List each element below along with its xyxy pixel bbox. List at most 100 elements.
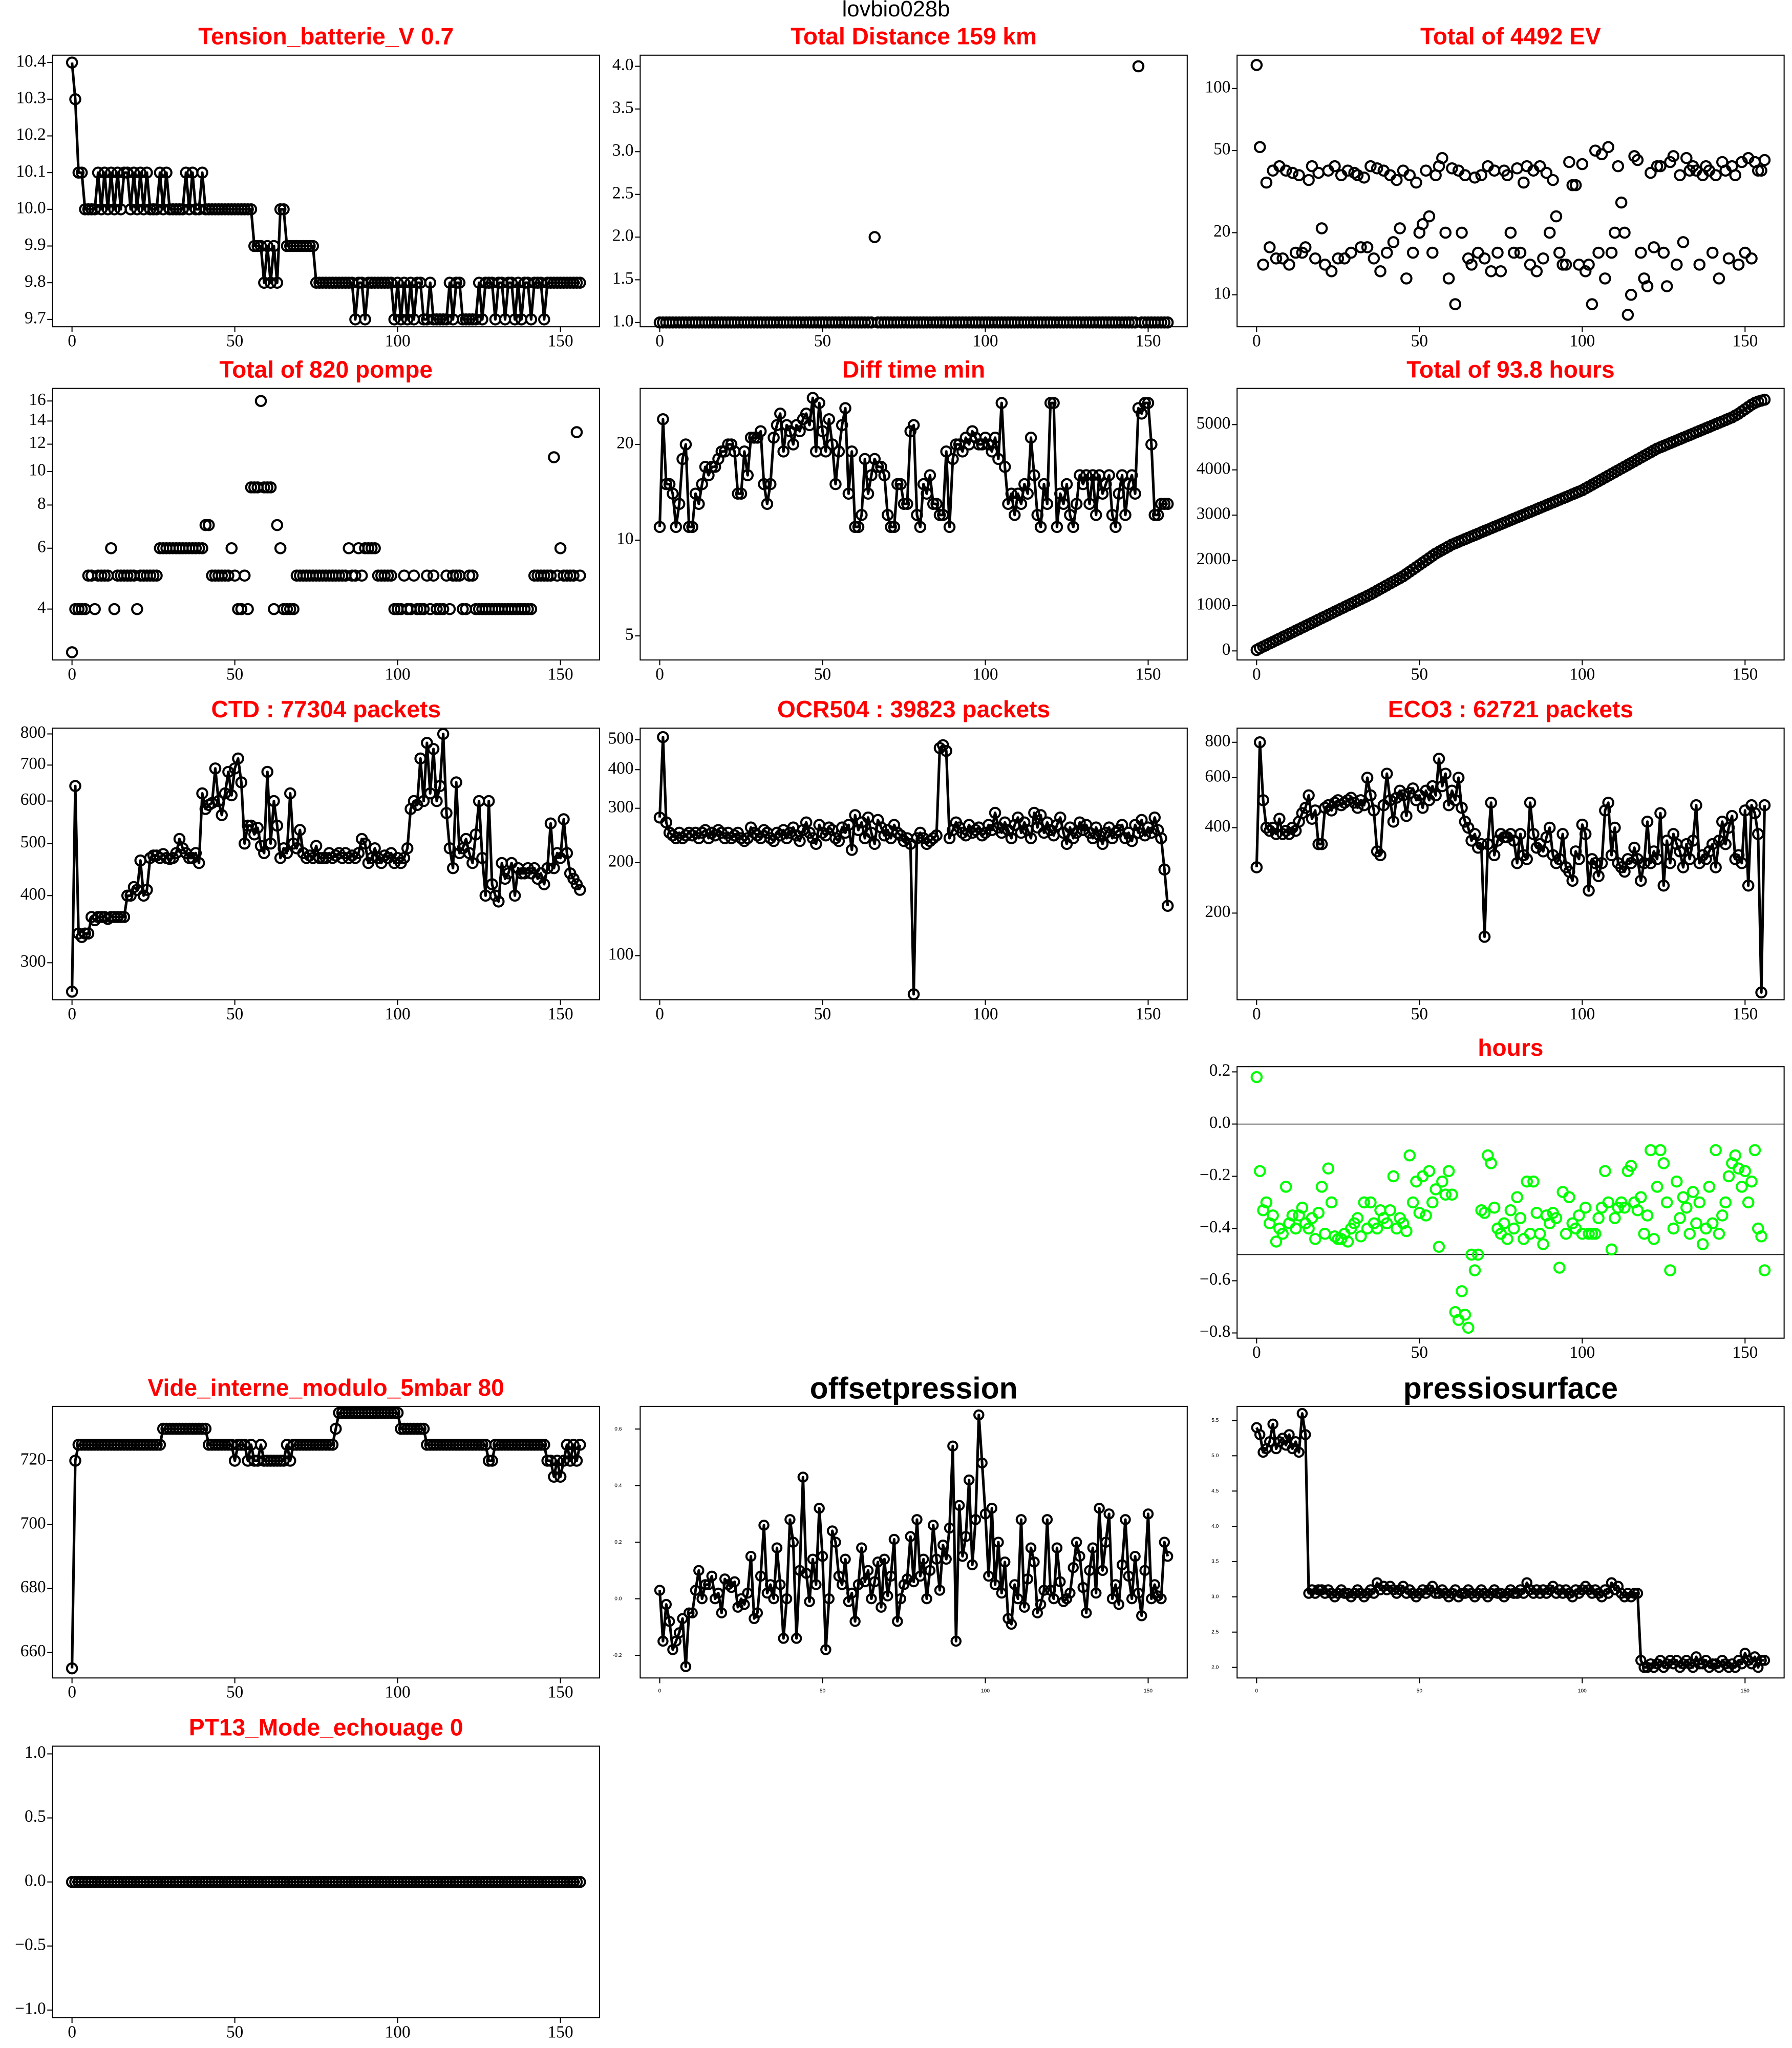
data-point: [398, 276, 411, 289]
data-point: [401, 313, 414, 326]
data-point: [154, 166, 166, 179]
data-point: [673, 1627, 685, 1638]
data-point: [121, 166, 134, 179]
data-point: [787, 1537, 799, 1548]
data-point: [1726, 809, 1738, 822]
data-point: [823, 1593, 835, 1605]
x-tick-label: 0: [68, 332, 76, 351]
data-point: [1654, 1144, 1667, 1157]
data-point: [1430, 1183, 1442, 1196]
data-point: [538, 878, 550, 890]
data-point: [330, 1422, 342, 1435]
y-tick-label: −1.0: [15, 1999, 46, 2018]
data-point: [1303, 174, 1315, 186]
y-tick-label: 1.5: [612, 269, 634, 288]
plot-frame: [1236, 1066, 1785, 1339]
data-point: [558, 813, 570, 825]
x-tick-label: 100: [973, 665, 998, 684]
data-point: [1690, 799, 1702, 812]
data-point: [1142, 1508, 1154, 1520]
data-point: [1426, 246, 1439, 259]
data-point: [810, 1579, 822, 1590]
data-point: [1391, 792, 1403, 804]
y-tick-label: 660: [20, 1641, 46, 1660]
data-point: [391, 276, 404, 289]
data-point: [66, 1662, 78, 1675]
data-point: [1371, 1222, 1383, 1235]
x-tick-label: 0: [655, 1005, 664, 1023]
y-tick-label: 10.2: [16, 125, 46, 144]
data-point: [833, 445, 845, 458]
data-point: [800, 1568, 812, 1579]
data-point: [1713, 1227, 1725, 1240]
data-point: [1031, 508, 1044, 521]
data-point: [1100, 1537, 1112, 1548]
data-point: [1667, 1222, 1680, 1235]
y-tick-label: 0.0: [25, 1871, 46, 1890]
x-tick-label: 50: [226, 665, 243, 684]
data-point: [1103, 469, 1115, 481]
data-point: [755, 1570, 766, 1582]
data-point: [395, 313, 407, 326]
x-tick-label: 0: [1252, 332, 1261, 351]
data-point: [1475, 169, 1487, 181]
data-point: [355, 569, 368, 582]
data-point: [1371, 162, 1383, 175]
data-point: [271, 519, 284, 531]
data-point: [1355, 241, 1367, 253]
data-point: [1560, 259, 1572, 271]
data-point: [424, 276, 437, 289]
data-point: [502, 867, 515, 880]
data-point: [228, 1455, 241, 1467]
y-tick-label: 10.3: [16, 88, 46, 107]
y-tick-label: 800: [20, 723, 46, 742]
data-point: [1446, 162, 1458, 175]
data-point: [1446, 1188, 1458, 1201]
data-point: [989, 432, 1001, 444]
data-point: [82, 927, 95, 940]
data-point: [660, 816, 673, 829]
data-point: [699, 1579, 711, 1590]
data-point: [1586, 298, 1598, 310]
data-point: [1716, 1209, 1729, 1222]
data-point: [1309, 1233, 1321, 1245]
data-point: [1028, 806, 1040, 819]
x-tick-label: 100: [1569, 1005, 1595, 1023]
data-line: [658, 1413, 1169, 1668]
data-point: [826, 438, 839, 451]
data-point: [1286, 821, 1299, 834]
data-point: [842, 819, 855, 831]
data-point: [1755, 1230, 1767, 1243]
data-point: [729, 1576, 740, 1588]
data-point: [1609, 226, 1621, 239]
data-point: [1319, 1227, 1331, 1240]
data-point: [1355, 1230, 1367, 1243]
data-point: [1119, 508, 1132, 521]
data-point: [1472, 1248, 1484, 1261]
data-point: [1547, 174, 1559, 186]
data-point: [1758, 1264, 1771, 1276]
data-point: [1090, 1587, 1102, 1599]
data-point: [680, 1661, 692, 1672]
data-point: [787, 438, 800, 451]
data-point: [1253, 1165, 1266, 1178]
data-point: [486, 1455, 498, 1467]
data-point: [421, 737, 433, 749]
data-point: [657, 1635, 669, 1647]
data-point: [1387, 236, 1400, 248]
data-point: [989, 806, 1001, 819]
data-point: [1126, 1593, 1138, 1605]
data-point: [1742, 879, 1755, 892]
data-point: [845, 445, 858, 458]
data-point: [1670, 259, 1683, 271]
data-point: [401, 842, 414, 855]
data-point: [1312, 1207, 1325, 1219]
data-point: [927, 1520, 939, 1531]
data-point: [1380, 1217, 1393, 1230]
data-point: [284, 787, 296, 800]
data-point: [1009, 1579, 1020, 1590]
data-point: [1051, 521, 1063, 534]
data-point: [888, 521, 901, 534]
y-tick-label: 4.0: [1211, 1524, 1219, 1529]
y-tick-label: 500: [20, 833, 46, 851]
